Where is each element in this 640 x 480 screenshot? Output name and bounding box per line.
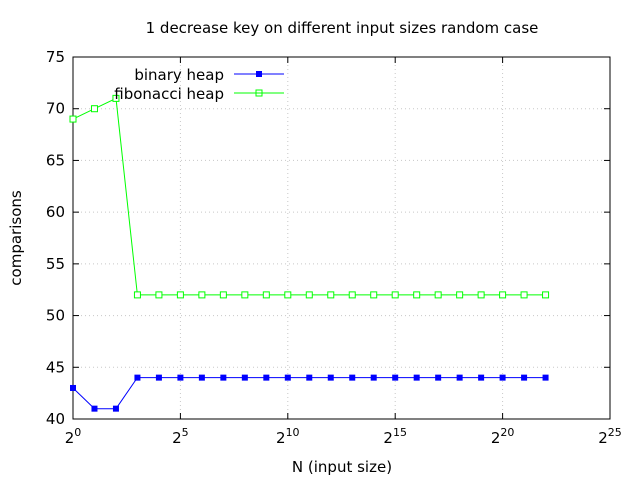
y-tick-label: 40 [46,410,65,428]
x-tick-exponent: 10 [286,426,300,439]
grid-layer [73,57,610,419]
x-tick-label: 215 [383,426,407,447]
data-point-fibonacci-heap [434,291,442,299]
data-point-binary-heap [413,374,420,381]
data-point-binary-heap [392,374,399,381]
data-point-fibonacci-heap [198,291,206,299]
data-point-fibonacci-heap [219,291,227,299]
x-tick-label: 210 [276,426,300,447]
y-axis-label: comparisons [7,190,25,286]
legend-marker-fibonacci-heap [255,89,263,97]
data-point-fibonacci-heap [456,291,464,299]
data-point-fibonacci-heap [477,291,485,299]
data-point-fibonacci-heap [305,291,313,299]
y-tick-label: 60 [46,203,65,221]
x-axis-label: N (input size) [292,458,392,476]
x-tick-label: 25 [172,426,189,447]
series-layer [69,94,550,412]
data-point-binary-heap [177,374,184,381]
y-tick-label: 65 [46,151,65,169]
data-point-binary-heap [241,374,248,381]
legend-label-binary-heap: binary heap [134,66,224,84]
legend: binary heap fibonacci heap [114,66,284,103]
data-point-binary-heap [284,374,291,381]
data-point-fibonacci-heap [327,291,335,299]
data-point-binary-heap [91,405,98,412]
data-point-fibonacci-heap [391,291,399,299]
x-tick-label: 225 [598,426,622,447]
data-point-fibonacci-heap [370,291,378,299]
x-tick-exponent: 20 [500,426,514,439]
data-point-fibonacci-heap [112,94,120,102]
chart-title: 1 decrease key on different input sizes … [146,19,539,37]
data-point-fibonacci-heap [176,291,184,299]
data-point-binary-heap [155,374,162,381]
y-tick-label: 50 [46,307,65,325]
y-tick-label: 45 [46,358,65,376]
data-point-fibonacci-heap [90,105,98,113]
x-tick-exponent: 0 [74,426,81,439]
data-point-binary-heap [220,374,227,381]
data-point-fibonacci-heap [499,291,507,299]
data-point-fibonacci-heap [262,291,270,299]
y-tick-label: 75 [46,48,65,66]
data-point-binary-heap [349,374,356,381]
data-point-binary-heap [370,374,377,381]
data-point-binary-heap [70,384,76,391]
data-point-binary-heap [327,374,334,381]
data-point-binary-heap [306,374,313,381]
data-point-fibonacci-heap [348,291,356,299]
data-point-fibonacci-heap [284,291,292,299]
data-point-binary-heap [435,374,442,381]
x-tick-exponent: 15 [393,426,407,439]
data-point-fibonacci-heap [241,291,249,299]
data-point-binary-heap [263,374,270,381]
data-point-fibonacci-heap [155,291,163,299]
legend-label-fibonacci-heap: fibonacci heap [114,85,224,103]
x-tick-label: 220 [491,426,515,447]
data-point-binary-heap [198,374,205,381]
x-tick-exponent: 25 [608,426,622,439]
data-point-fibonacci-heap [133,291,141,299]
plot-frame [72,56,611,420]
data-point-binary-heap [542,374,549,381]
data-point-binary-heap [478,374,485,381]
data-point-binary-heap [521,374,528,381]
data-point-fibonacci-heap [69,115,77,123]
data-point-binary-heap [456,374,463,381]
data-point-fibonacci-heap [542,291,550,299]
x-tick-label: 20 [65,426,82,447]
x-tick-exponent: 5 [182,426,189,439]
data-point-binary-heap [499,374,506,381]
data-point-fibonacci-heap [520,291,528,299]
series-binary-heap [70,374,549,412]
data-point-binary-heap [112,405,119,412]
y-tick-label: 70 [46,100,65,118]
data-point-binary-heap [134,374,141,381]
legend-marker-binary-heap [256,71,262,77]
y-tick-label: 55 [46,255,65,273]
data-point-fibonacci-heap [413,291,421,299]
series-fibonacci-heap [69,94,550,299]
